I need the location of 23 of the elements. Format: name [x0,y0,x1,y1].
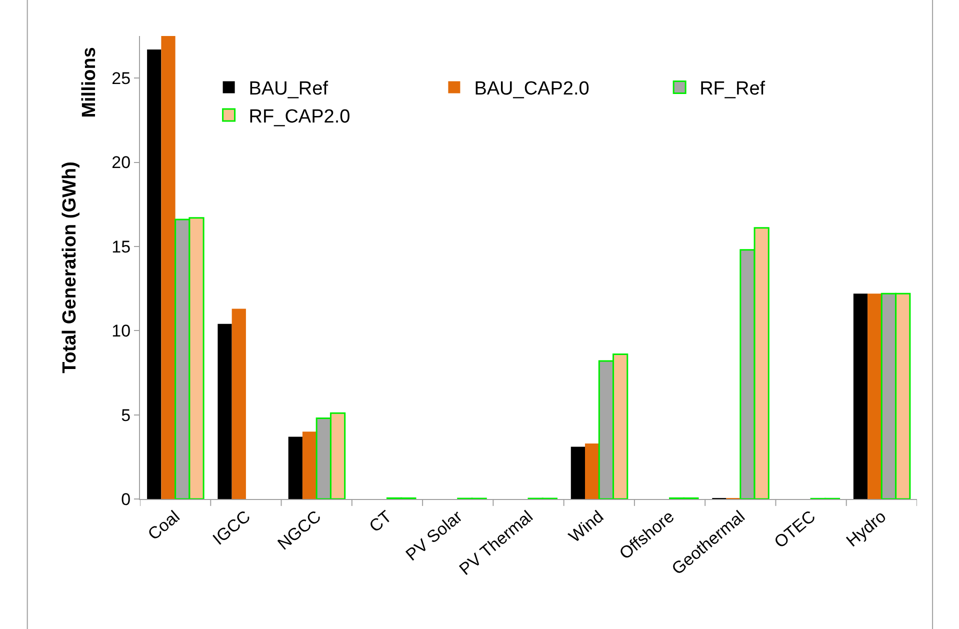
y-tick-label: 0 [121,490,131,509]
x-tick-label: CT [366,506,396,536]
y-tick-label: 10 [112,322,131,341]
bar [218,324,232,499]
y-tick-label: 5 [121,406,131,425]
bar [302,432,317,499]
legend-label: RF_Ref [700,78,766,100]
bar [288,436,302,499]
bar [868,294,882,499]
text: Millions [79,47,100,118]
bar [853,294,868,499]
bar [570,446,586,499]
bar [147,49,162,499]
legend-label: BAU_CAP2.0 [474,78,590,100]
y-tick-label: 15 [112,237,131,256]
y-axis-title: Total Generation (GWh) [60,162,81,374]
bar [585,443,600,499]
y-tick-label: 25 [112,69,131,88]
legend-label: RF_CAP2.0 [248,106,350,128]
legend-label: BAU_Ref [248,78,329,100]
bar [232,308,246,499]
bar [161,36,176,499]
y-tick-label: 20 [112,153,131,172]
